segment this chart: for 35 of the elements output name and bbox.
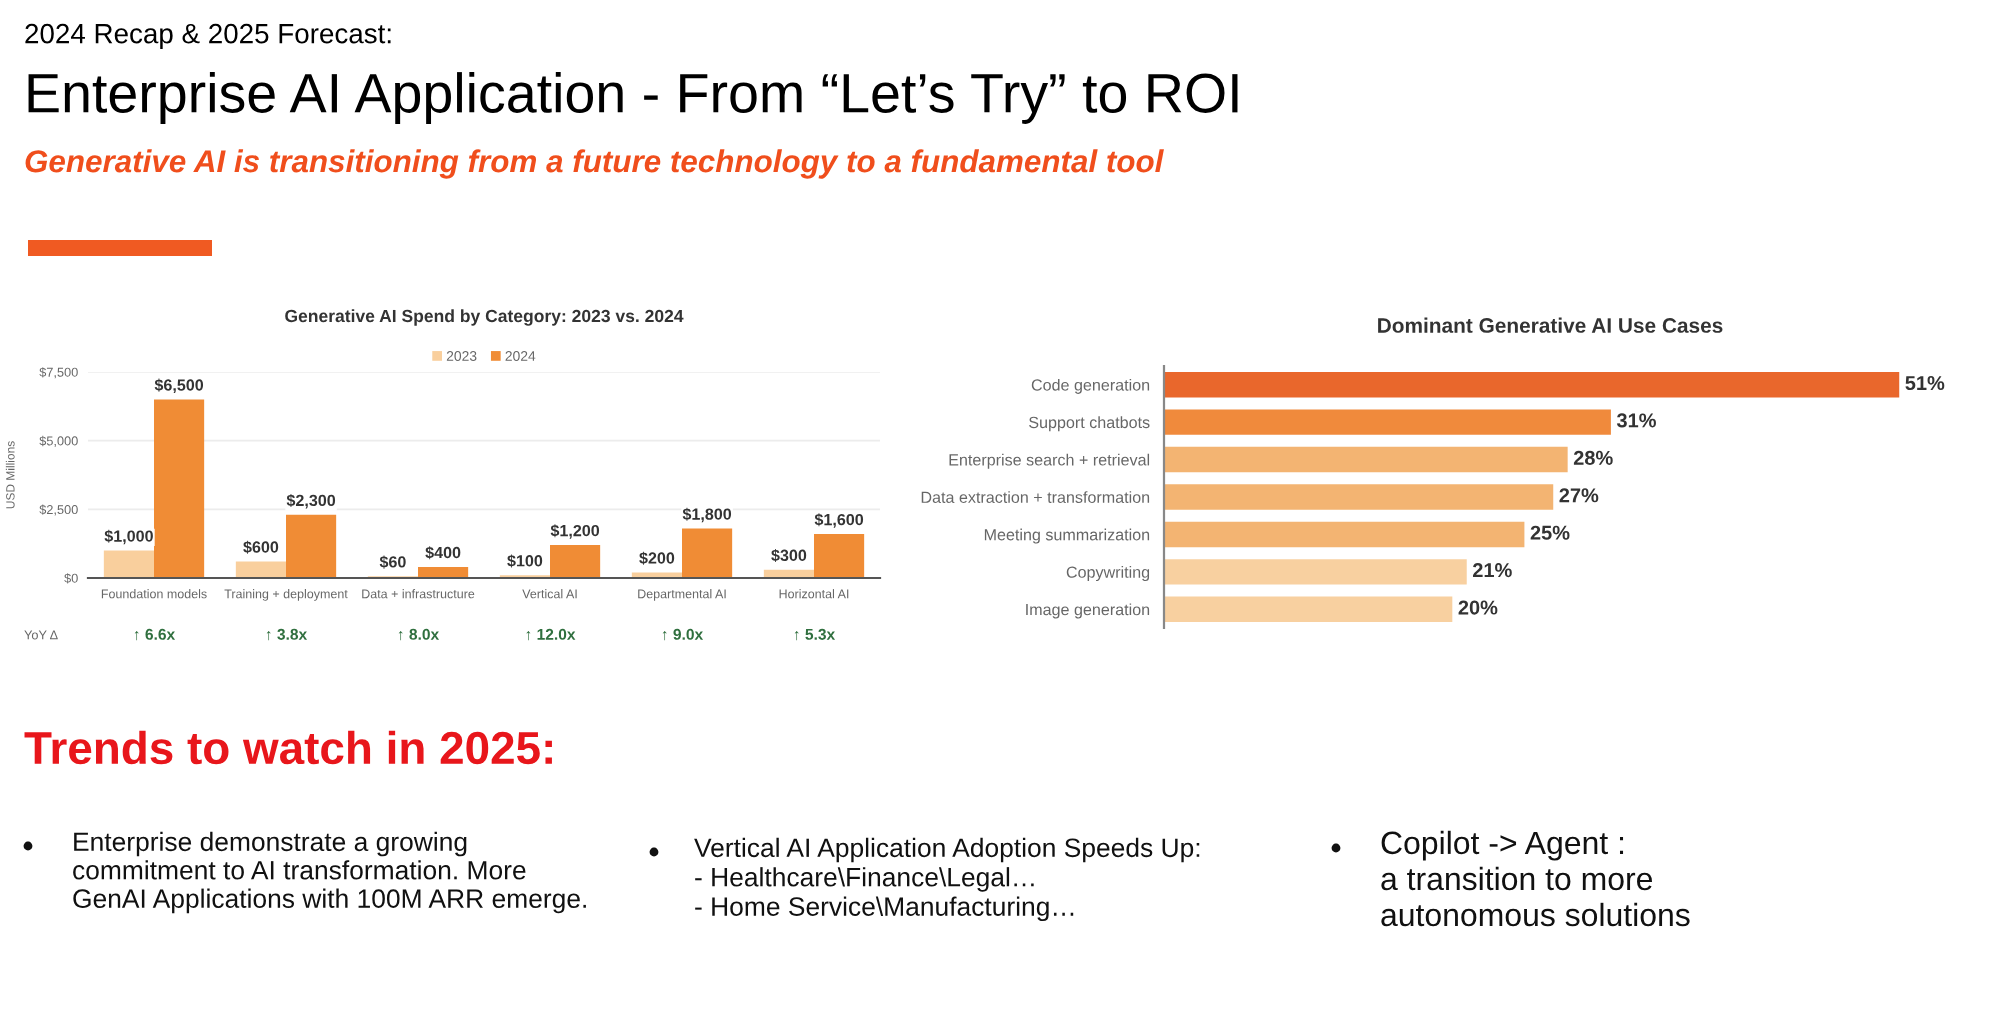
data-label: 31% xyxy=(1616,413,1656,428)
data-label: $200 xyxy=(639,551,675,565)
data-label: $600 xyxy=(243,540,279,554)
data-label: $1,600 xyxy=(814,513,864,528)
data-label: 27% xyxy=(1559,488,1599,503)
data-label: $100 xyxy=(507,554,543,568)
data-label: $1,800 xyxy=(682,507,732,523)
data-label: $1,200 xyxy=(550,524,600,539)
y-tick-label: Image generation xyxy=(1026,603,1150,619)
y-tick-label: Code generation xyxy=(1031,378,1150,394)
chart-title: Generative AI Spend by Category: 2023 vs. 2024 xyxy=(285,309,684,326)
data-label: $400 xyxy=(425,546,461,560)
y-tick-label: Support chatbots xyxy=(1029,416,1150,432)
y-tick-label: Copywriting xyxy=(1066,566,1150,582)
text: Enterprise AI Application - From “Let’s Try” to ROI xyxy=(28,72,1238,124)
data-label: 20% xyxy=(1458,600,1498,615)
data-label: $300 xyxy=(771,548,807,563)
y-tick-label: Data extraction + transformation xyxy=(921,491,1150,503)
data-label: $2,300 xyxy=(286,493,336,509)
text: Generative AI is transitioning from a future technology to a fundamental tool xyxy=(25,149,1164,179)
text: Enterprise demonstrate a growing commitment to AI transformation. More GenAI Applications with 100M ARR emerge. xyxy=(73,831,586,914)
text: Trends to watch in 2025: xyxy=(24,730,552,765)
data-label: 21% xyxy=(1472,563,1512,578)
y-tick-label: Meeting summarization xyxy=(984,528,1150,544)
data-label: 25% xyxy=(1530,525,1570,540)
data-label: 51% xyxy=(1905,375,1945,391)
chart-title: Dominant Generative AI Use Cases xyxy=(1378,317,1723,333)
text: 2024 Recap & 2025 Forecast: xyxy=(25,23,391,49)
text: Copilot -> Agent : a transition to more autonomous solutions xyxy=(1381,830,1690,927)
data-label: 28% xyxy=(1573,450,1613,465)
data-label: $6,500 xyxy=(154,378,204,394)
data-label: $60 xyxy=(379,555,406,569)
y-tick-label: Enterprise search + retrieval xyxy=(949,453,1150,469)
text: Vertical AI Application Adoption Speeds Up: - Healthcare\Finance\Legal… - Home Service\Manufacturing… xyxy=(694,837,1200,922)
data-label: $1,000 xyxy=(104,529,153,545)
